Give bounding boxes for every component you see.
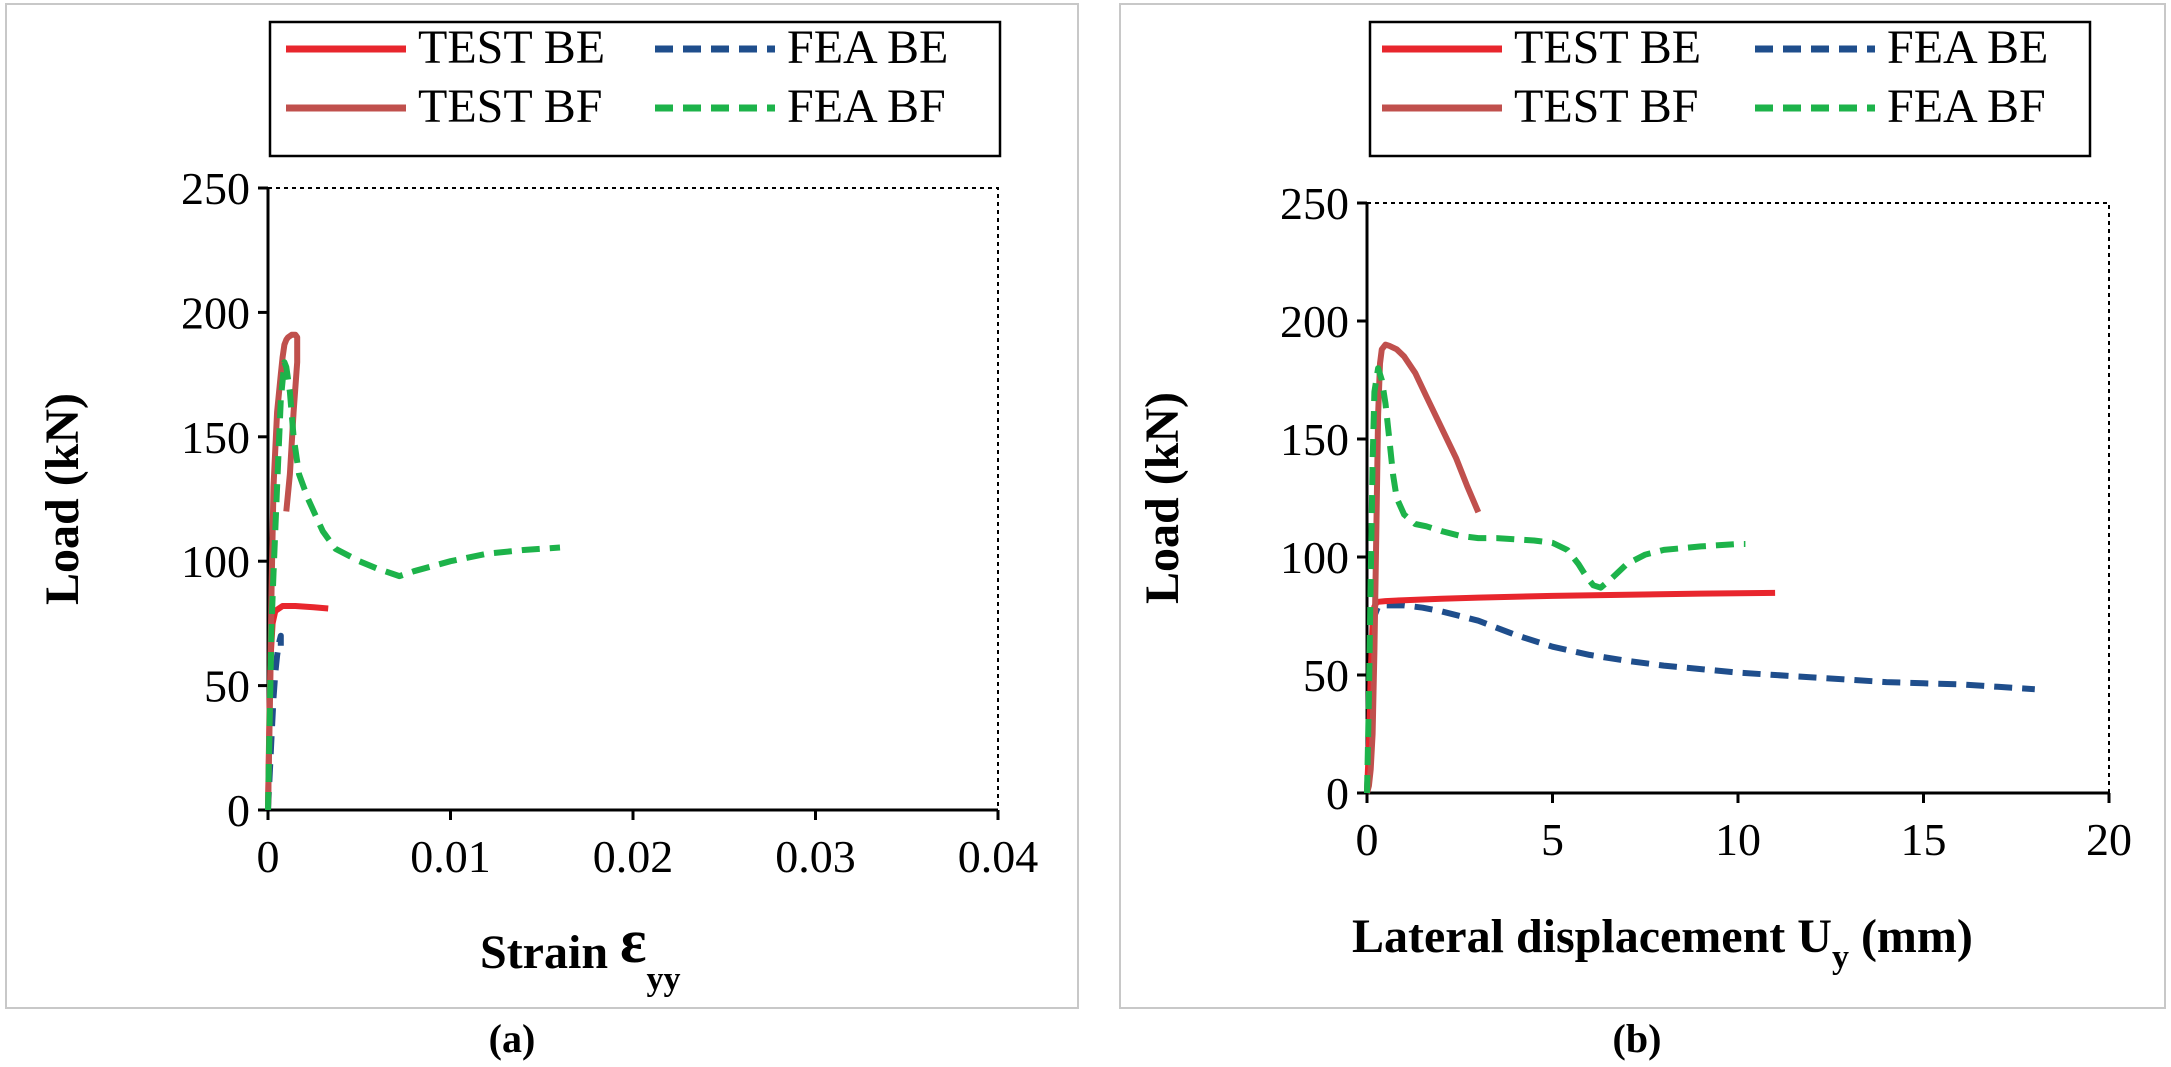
panel-b-x-axis-title: Lateral displacement Uy (mm) xyxy=(1352,910,1973,976)
series-fea-bf xyxy=(265,359,561,811)
legend-label-fea-bf: FEA BF xyxy=(1887,80,2046,133)
panel-a-x-axis-title: Strain εyy xyxy=(480,908,681,998)
panel-a-y-axis-title: Load (kN) xyxy=(36,393,89,605)
x-tick-label: 0.03 xyxy=(775,831,856,882)
panel-b-legend: TEST BE FEA BE TEST BF FEA BF xyxy=(1368,20,2092,158)
legend-label-fea-be: FEA BE xyxy=(1887,21,2048,74)
x-tick-label: 0 xyxy=(1356,814,1379,865)
x-tick-label: 0 xyxy=(257,831,280,882)
panel-b-legend-box xyxy=(1368,20,2092,158)
series-test-bf xyxy=(1364,341,1482,794)
y-tick-label: 150 xyxy=(1280,414,1349,465)
y-tick-label: 200 xyxy=(181,287,250,338)
panel-a-label: (a) xyxy=(489,1016,536,1061)
legend-label-test-bf: TEST BF xyxy=(418,80,603,133)
y-tick-label: 100 xyxy=(181,536,250,587)
panel-a-x-axis-title-main: Strain xyxy=(480,926,620,979)
x-tick-label: 0.02 xyxy=(593,831,674,882)
y-tick-label: 150 xyxy=(181,412,250,463)
series-fea-bf xyxy=(1364,365,1746,794)
y-tick-label: 0 xyxy=(1326,768,1349,819)
y-tick-label: 0 xyxy=(227,785,250,836)
legend-label-test-bf: TEST BF xyxy=(1514,80,1699,133)
x-tick-label: 0.04 xyxy=(958,831,1039,882)
panel-a: TEST BE FEA BE TEST BF FEA BF 0 50 100 150 200 2… xyxy=(5,3,1079,1061)
panel-b-frame xyxy=(1119,3,2166,1009)
y-tick-label: 100 xyxy=(1280,532,1349,583)
y-tick-label: 50 xyxy=(204,661,250,712)
x-tick-label: 20 xyxy=(2086,814,2132,865)
legend-label-fea-bf: FEA BF xyxy=(787,80,946,133)
x-tick-label: 10 xyxy=(1715,814,1761,865)
y-tick-label: 50 xyxy=(1303,650,1349,701)
series-fea-be xyxy=(265,632,284,811)
panel-b-axes: 0 50 100 150 200 250 0 5 10 15 20 xyxy=(1280,178,2132,865)
panel-b-x-axis-title-subscript: y xyxy=(1832,939,1849,976)
panel-a-x-axis-title-subscript: yy xyxy=(647,961,681,998)
panel-a-frame xyxy=(5,3,1079,1009)
legend-label-test-be: TEST BE xyxy=(418,21,605,74)
panel-b-x-axis-title-unit: (mm) xyxy=(1849,910,1973,963)
panel-b-series xyxy=(1364,341,2035,794)
y-tick-label: 250 xyxy=(181,163,250,214)
y-tick-label: 250 xyxy=(1280,178,1349,229)
panel-a-legend-box xyxy=(268,20,1002,158)
panel-a-legend: TEST BE FEA BE TEST BF FEA BF xyxy=(268,20,1002,158)
panel-a-x-axis-title-symbol: ε xyxy=(620,908,647,976)
panel-b-y-axis-title: Load (kN) xyxy=(1136,392,1189,604)
y-tick-label: 200 xyxy=(1280,296,1349,347)
x-tick-label: 15 xyxy=(1901,814,1947,865)
legend-label-fea-be: FEA BE xyxy=(787,21,948,74)
x-tick-label: 0.01 xyxy=(410,831,491,882)
panel-a-series xyxy=(265,331,561,811)
legend-label-test-be: TEST BE xyxy=(1514,21,1701,74)
x-tick-label: 5 xyxy=(1541,814,1564,865)
panel-b-x-axis-title-main: Lateral displacement U xyxy=(1352,910,1832,963)
panel-b-label: (b) xyxy=(1613,1016,1662,1061)
